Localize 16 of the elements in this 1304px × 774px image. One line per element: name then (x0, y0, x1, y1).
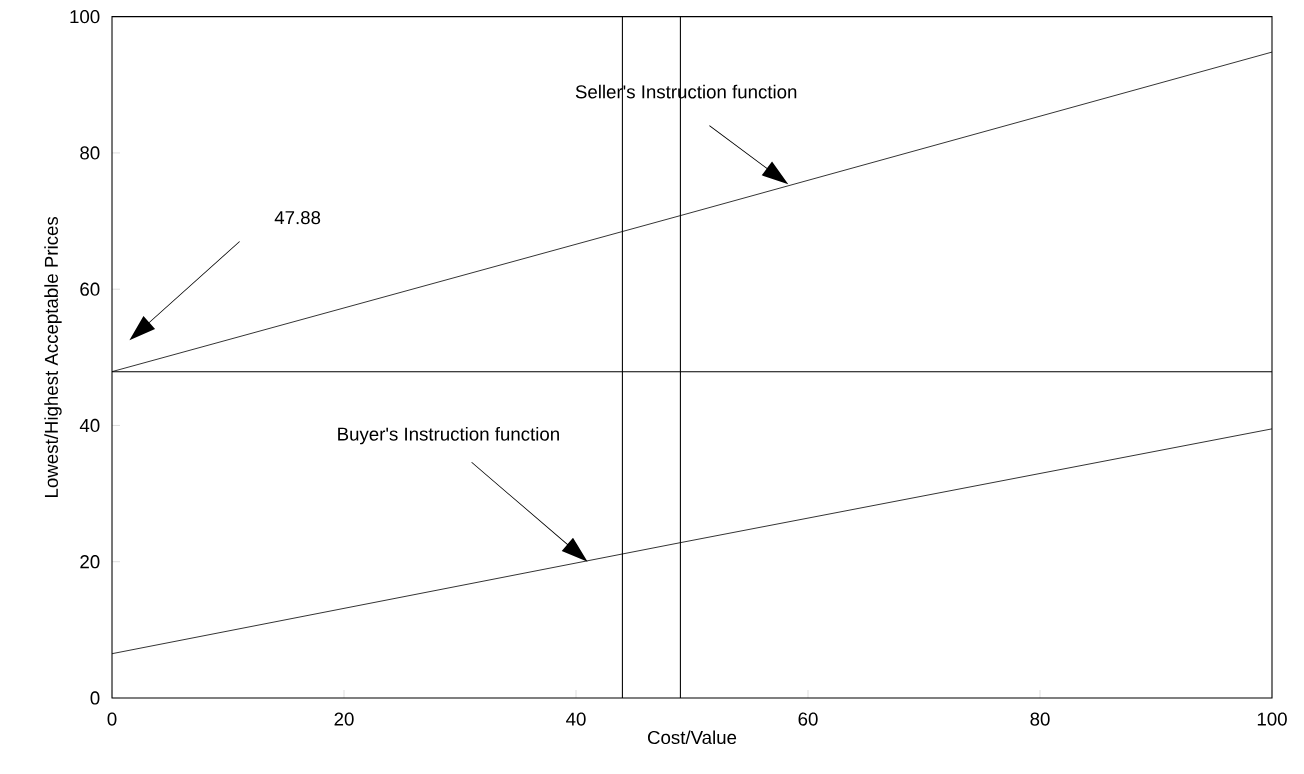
x-tick-label: 20 (334, 712, 354, 726)
y-axis-title: Lowest/Highest Acceptable Prices (44, 216, 62, 497)
x-tick-label: 80 (1030, 712, 1050, 726)
y-tick-label: 0 (90, 691, 100, 705)
y-tick-label: 40 (79, 418, 100, 433)
y-tick-label: 80 (80, 146, 100, 160)
y-tick-label: 60 (80, 282, 100, 296)
x-axis-title: Cost/Value (647, 730, 737, 745)
annotation: 47.88 (274, 211, 321, 225)
y-tick-label: 100 (70, 10, 100, 24)
y-tick-label: 20 (80, 555, 100, 569)
x-tick-label: 40 (566, 712, 586, 726)
x-tick-label: 100 (1257, 712, 1287, 726)
x-tick-label: 60 (798, 712, 818, 726)
annotation: Buyer's Instruction function (338, 426, 559, 445)
x-tick-label: 0 (107, 712, 117, 726)
